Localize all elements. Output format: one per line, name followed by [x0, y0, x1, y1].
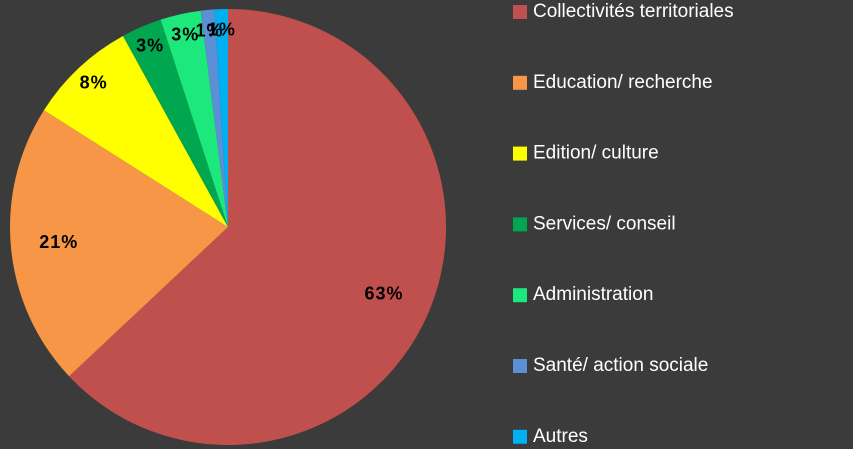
legend-label: Santé/ action sociale: [533, 355, 708, 376]
legend-swatch: [513, 75, 527, 90]
pie-slice: [9, 110, 229, 377]
legend-label: Administration: [533, 284, 653, 305]
legend-swatch: [513, 217, 527, 232]
pie-slice: [200, 9, 228, 227]
legend-label: Collectivités territoriales: [533, 1, 734, 22]
legend-label: Education/ recherche: [533, 72, 713, 93]
legend-swatch: [513, 288, 527, 303]
data-label: 21%: [39, 232, 78, 252]
data-label: 63%: [365, 283, 404, 303]
legend-label: Autres: [533, 426, 588, 447]
pie-slice: [43, 35, 229, 227]
legend-swatch: [513, 5, 527, 19]
pie-slice: [69, 9, 446, 445]
legend-label: Edition/ culture: [533, 143, 659, 164]
data-label: 1%: [208, 20, 236, 40]
data-label: 3%: [136, 36, 164, 56]
pie-slice: [214, 9, 228, 227]
legend-label: Services/ conseil: [533, 213, 676, 234]
data-label: 1%: [196, 20, 224, 40]
legend-swatch: [513, 359, 527, 373]
data-label: 8%: [80, 73, 108, 93]
pie-slice: [160, 10, 228, 228]
legend-swatch: [513, 429, 527, 444]
pie-slice: [122, 19, 228, 228]
data-label: 3%: [171, 24, 199, 44]
legend-swatch: [513, 146, 527, 161]
